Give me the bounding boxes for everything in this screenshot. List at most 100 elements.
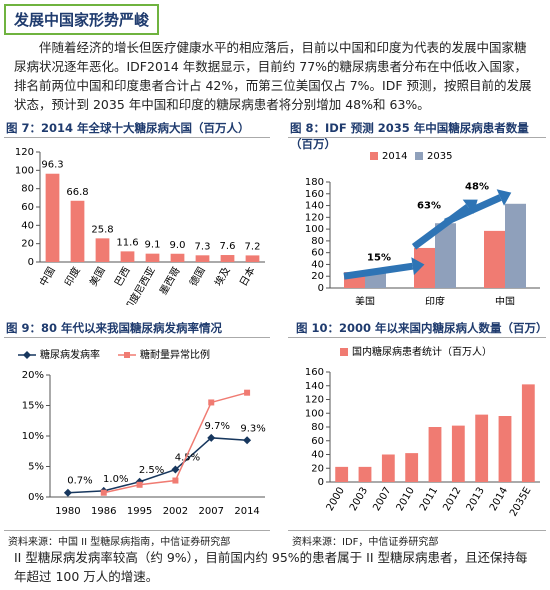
value-label: 9.1 <box>145 240 161 251</box>
legend-label: 国内糖尿病患者统计（百万人） <box>352 345 492 358</box>
bar <box>435 223 456 288</box>
x-tick-label: 巴西 <box>112 265 132 288</box>
value-label: 9.3% <box>240 423 265 434</box>
value-label: 7.2 <box>245 241 261 252</box>
y-tick-label: 0 <box>28 257 34 268</box>
annotation: 48% <box>465 182 489 193</box>
y-tick-label: 180 <box>305 177 324 188</box>
bar <box>95 238 110 262</box>
figure-title: 图 9：80 年代以来我国糖尿病发病率情况 <box>6 321 223 335</box>
bar <box>145 253 160 262</box>
y-tick-label: 60 <box>311 248 324 259</box>
y-tick-label: 40 <box>21 220 34 231</box>
bar <box>521 384 535 482</box>
legend-swatch <box>370 152 378 160</box>
y-tick-label: 20% <box>22 370 44 381</box>
x-tick-label: 德国 <box>186 265 207 289</box>
y-tick-label: 15% <box>22 401 44 412</box>
arrow-head <box>496 189 512 206</box>
marker <box>171 465 180 474</box>
marker <box>136 481 143 488</box>
x-tick-label: 墨西哥 <box>157 265 182 297</box>
x-tick-label: 2013 <box>465 486 487 514</box>
arrow <box>444 194 502 226</box>
bar <box>451 425 465 482</box>
x-tick-label: 中国 <box>495 295 515 305</box>
marker <box>100 489 107 496</box>
x-tick-label: 2000 <box>325 486 347 514</box>
figure-title: 图 7：2014 年全球十大糖尿病大国（百万人） <box>6 121 250 135</box>
value-label: 9.7% <box>205 421 230 432</box>
divider <box>288 530 546 531</box>
legend-marker <box>23 351 31 359</box>
value-label: 7.6 <box>220 241 236 252</box>
marker <box>207 433 216 442</box>
y-tick-label: 10% <box>22 431 44 442</box>
value-label: 0.7% <box>67 476 92 487</box>
x-tick-label: 2007 <box>371 486 393 514</box>
legend-label: 2014 <box>382 151 407 162</box>
bar <box>170 253 185 262</box>
y-tick-label: 120 <box>15 147 34 158</box>
y-tick-label: 80 <box>311 422 324 433</box>
source: 资料来源：中国 II 型糖尿病指南，中信证券研究部 <box>8 537 231 548</box>
marker <box>208 399 215 406</box>
x-tick-label: 中国 <box>36 265 57 289</box>
bar <box>70 200 85 262</box>
bar <box>475 414 489 482</box>
y-tick-label: 100 <box>305 224 324 235</box>
annotation: 63% <box>417 201 441 212</box>
value-label: 96.3 <box>41 160 63 171</box>
y-tick-label: 0 <box>318 283 324 294</box>
bar <box>195 255 210 262</box>
value-label: 11.6 <box>116 237 138 248</box>
value-label: 1.0% <box>103 474 128 485</box>
y-tick-label: 60 <box>311 436 324 447</box>
legend-label: 糖尿病发病率 <box>40 348 100 361</box>
arrow <box>343 262 414 280</box>
x-tick-label: 2010 <box>395 486 417 514</box>
divider <box>4 337 270 338</box>
bar <box>245 255 260 262</box>
bar <box>45 173 60 262</box>
value-label: 7.3 <box>195 241 211 252</box>
value-label: 4.5% <box>175 453 200 464</box>
y-tick-label: 5% <box>28 462 44 473</box>
paragraph: 伴随着经济的增长但医疗健康水平的相应落后，目前以中国和印度为代表的发展中国家糖尿… <box>14 40 532 112</box>
bar <box>484 230 505 288</box>
marker <box>172 477 179 484</box>
marker <box>243 436 252 445</box>
y-tick-label: 20 <box>311 271 324 282</box>
x-tick-label: 2012 <box>441 486 463 514</box>
y-tick-label: 20 <box>311 463 324 474</box>
bar <box>414 247 435 288</box>
bar <box>498 416 512 482</box>
y-tick-label: 140 <box>305 381 324 392</box>
x-tick-label: 2014 <box>234 506 259 517</box>
y-tick-label: 40 <box>311 259 324 270</box>
bar <box>358 466 372 482</box>
x-tick-label: 2003 <box>348 486 370 514</box>
header-title: 发展中国家形势严峻 <box>4 4 160 35</box>
source: 资料来源：IDF，中信证券研究部 <box>292 537 439 548</box>
divider <box>288 337 546 338</box>
y-tick-label: 0 <box>318 477 324 488</box>
bar <box>505 203 526 288</box>
x-tick-label: 2007 <box>199 506 224 517</box>
y-tick-label: 160 <box>305 189 324 200</box>
line <box>67 437 248 494</box>
x-tick-label: 2002 <box>163 506 188 517</box>
x-tick-label: 印度 <box>61 265 82 289</box>
legend-label: 2035 <box>427 151 452 162</box>
y-tick-label: 120 <box>305 212 324 223</box>
x-tick-label: 1986 <box>91 506 116 517</box>
divider <box>4 137 270 138</box>
legend-marker <box>124 352 130 358</box>
y-tick-label: 100 <box>15 165 34 176</box>
x-tick-label: 印度 <box>425 295 445 305</box>
bar <box>381 454 395 482</box>
